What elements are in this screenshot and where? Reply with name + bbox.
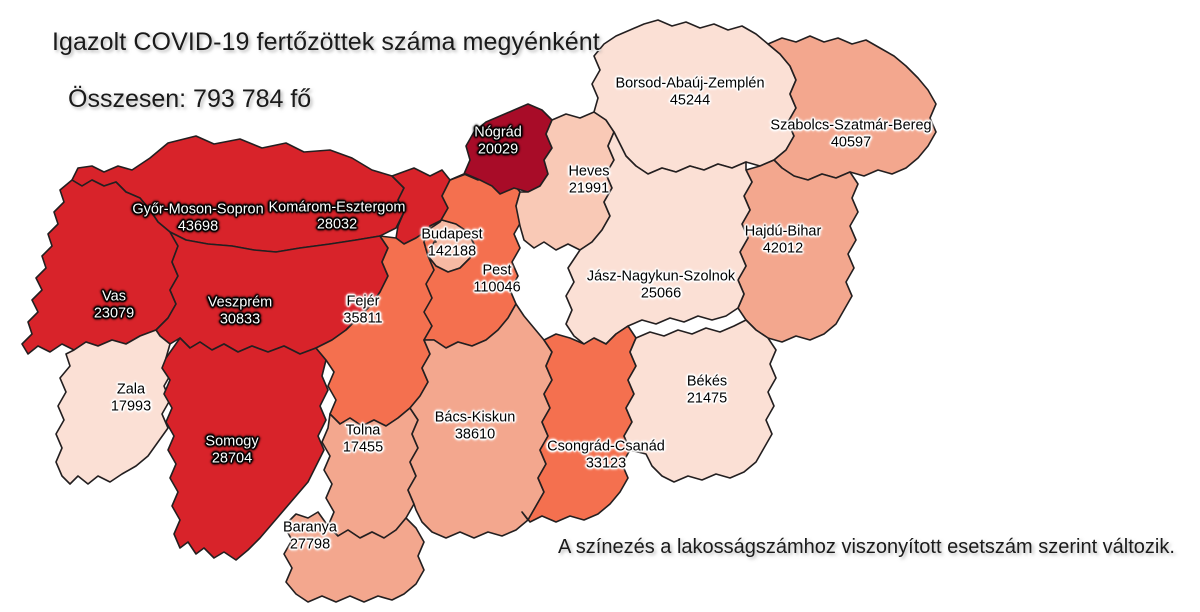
county-bekes[interactable] <box>623 319 777 483</box>
county-szabolcs-szatmar-bereg[interactable] <box>767 35 937 181</box>
counties-group <box>21 19 937 603</box>
county-hajdu-bihar[interactable] <box>737 159 859 343</box>
county-pest[interactable] <box>423 173 523 349</box>
county-csongrad-csanad[interactable] <box>521 325 637 523</box>
county-somogy[interactable] <box>161 337 329 561</box>
county-baranya[interactable] <box>283 511 425 603</box>
county-zala[interactable] <box>55 329 173 485</box>
county-tolna[interactable] <box>321 407 419 539</box>
